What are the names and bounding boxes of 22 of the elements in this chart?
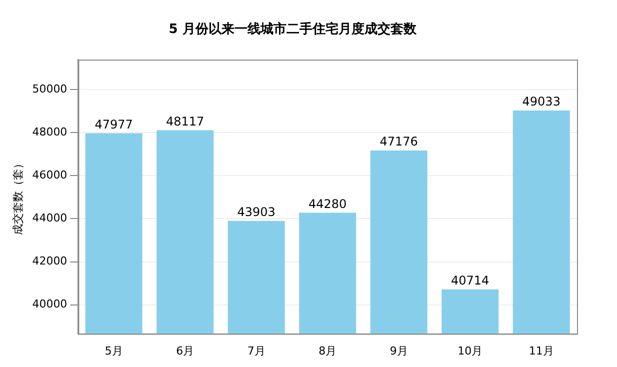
data-label: 47176 — [380, 134, 418, 149]
y-tick-label: 48000 — [32, 126, 68, 139]
x-tick-label: 5月 — [104, 344, 123, 358]
data-label: 43903 — [237, 204, 276, 219]
x-tick-label: 11月 — [528, 344, 554, 358]
y-tick-label: 42000 — [32, 254, 68, 268]
data-label: 44280 — [308, 196, 347, 211]
y-tick-label: 50000 — [32, 82, 68, 96]
y-tick-label: 46000 — [32, 168, 68, 182]
y-tick-label: 44000 — [32, 212, 68, 225]
data-label: 40714 — [451, 274, 490, 288]
x-tick-label: 7月 — [247, 344, 266, 358]
data-label: 49033 — [522, 94, 560, 109]
y-tick-label: 40000 — [32, 298, 68, 311]
x-tick-label: 8月 — [318, 344, 337, 358]
x-tick-label: 9月 — [390, 344, 408, 358]
data-label: 48117 — [166, 114, 204, 128]
chart-title: 5 月份以来一线城市二手住宅月度成交套数 — [168, 21, 418, 38]
y-axis-title: 成交套数（套） — [11, 158, 24, 236]
x-tick-label: 10月 — [458, 344, 483, 358]
data-label: 47977 — [94, 117, 133, 132]
x-tick-label: 6月 — [176, 344, 194, 358]
